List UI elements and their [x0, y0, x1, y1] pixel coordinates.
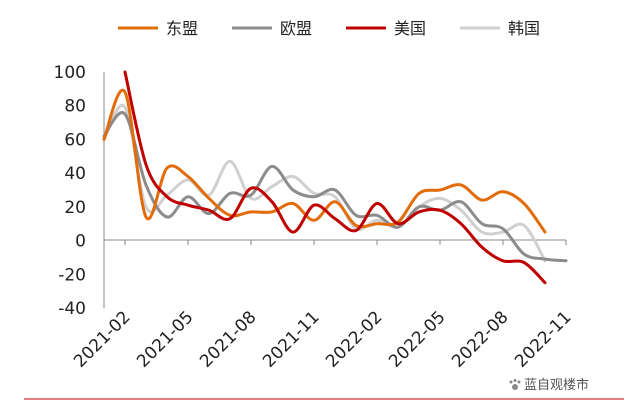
y-tick-labels: -40 -20 0 20 40 60 80 100	[54, 63, 86, 319]
x-tick-label: 2022-08	[448, 307, 512, 371]
y-tick-label: 0	[75, 232, 86, 252]
watermark-text: 蓝自观楼市	[524, 377, 589, 393]
chart-axes	[103, 72, 566, 308]
y-tick-label: 80	[64, 97, 86, 117]
series-line-0	[102, 88, 547, 234]
legend-label: 欧盟	[280, 19, 312, 38]
y-tick-label: 100	[54, 63, 86, 83]
series-line-1	[102, 111, 568, 263]
series-lines	[102, 70, 568, 285]
y-tick-label: 40	[64, 164, 86, 184]
chart-legend: 东盟 欧盟 美国 韩国	[118, 19, 540, 38]
y-tick-label: 20	[64, 198, 86, 218]
legend-label: 东盟	[166, 19, 198, 38]
x-tick-label: 2021-05	[133, 307, 197, 371]
x-tick-label: 2022-11	[511, 307, 575, 371]
y-tick-label: 60	[64, 130, 86, 150]
watermark: 蓝自观楼市	[509, 377, 589, 393]
x-tick-label: 2021-11	[259, 307, 323, 371]
legend-label: 美国	[394, 19, 426, 38]
x-tick-label: 2021-08	[196, 307, 260, 371]
series-line-3	[102, 103, 547, 263]
paw-icon	[509, 379, 521, 390]
x-tick-label: 2022-05	[385, 307, 449, 371]
legend-label: 韩国	[508, 19, 540, 38]
y-tick-label: -20	[58, 265, 86, 285]
y-tick-label: -40	[58, 299, 86, 319]
x-tick-label: 2022-02	[322, 307, 386, 371]
series-line-2	[123, 70, 547, 285]
